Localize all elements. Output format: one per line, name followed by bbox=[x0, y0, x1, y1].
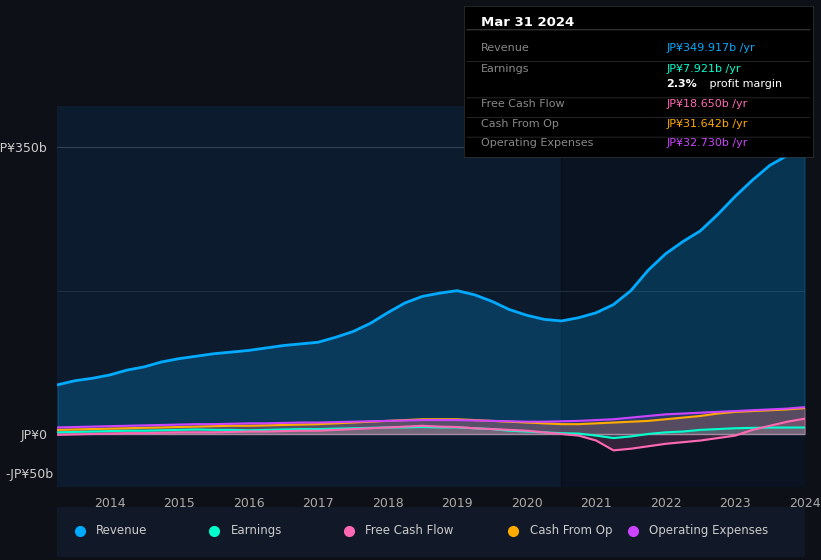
Text: Operating Expenses: Operating Expenses bbox=[481, 138, 594, 148]
Text: Cash From Op: Cash From Op bbox=[530, 525, 612, 538]
Text: JP¥32.730b /yr: JP¥32.730b /yr bbox=[667, 138, 748, 148]
Text: Free Cash Flow: Free Cash Flow bbox=[365, 525, 454, 538]
Text: Earnings: Earnings bbox=[481, 64, 530, 74]
Text: Revenue: Revenue bbox=[481, 43, 530, 53]
Text: JP¥7.921b /yr: JP¥7.921b /yr bbox=[667, 64, 741, 74]
Text: Cash From Op: Cash From Op bbox=[481, 119, 559, 129]
Text: 2.3%: 2.3% bbox=[667, 79, 697, 89]
Text: Mar 31 2024: Mar 31 2024 bbox=[481, 16, 575, 29]
Bar bbox=[562, 106, 821, 487]
Text: Earnings: Earnings bbox=[231, 525, 282, 538]
Text: profit margin: profit margin bbox=[706, 79, 782, 89]
Text: Revenue: Revenue bbox=[96, 525, 148, 538]
Text: Operating Expenses: Operating Expenses bbox=[649, 525, 768, 538]
Text: Free Cash Flow: Free Cash Flow bbox=[481, 99, 565, 109]
Text: -JP¥50b: -JP¥50b bbox=[6, 468, 53, 482]
Text: JP¥31.642b /yr: JP¥31.642b /yr bbox=[667, 119, 748, 129]
Text: JP¥349.917b /yr: JP¥349.917b /yr bbox=[667, 43, 754, 53]
Text: JP¥18.650b /yr: JP¥18.650b /yr bbox=[667, 99, 747, 109]
